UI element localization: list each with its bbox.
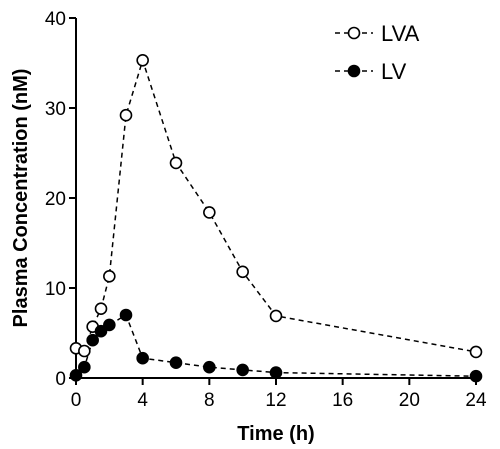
- data-point: [136, 351, 149, 365]
- data-point: [169, 356, 183, 370]
- data-point: [236, 363, 249, 377]
- legend-marker: [347, 26, 361, 40]
- x-tick-label: 24: [465, 390, 487, 411]
- legend-label: LVA: [381, 21, 420, 46]
- data-point: [469, 345, 483, 359]
- data-point: [119, 108, 133, 122]
- data-point: [469, 369, 483, 383]
- x-axis-title: Time (h): [237, 423, 314, 445]
- data-point: [203, 360, 216, 374]
- y-tick-label: 40: [45, 9, 66, 30]
- y-tick-label: 10: [45, 279, 66, 300]
- data-point: [236, 265, 249, 279]
- data-point: [103, 318, 116, 332]
- data-point: [86, 333, 99, 347]
- legend-label: LV: [381, 59, 407, 84]
- data-point: [69, 368, 83, 382]
- y-axis-title: Plasma Concentration (nM): [10, 69, 32, 328]
- y-tick-label: 30: [45, 99, 66, 120]
- data-point: [169, 156, 183, 170]
- data-point: [119, 308, 133, 322]
- data-point: [94, 324, 108, 338]
- data-point: [136, 53, 149, 67]
- x-tick-label: 0: [71, 390, 82, 411]
- y-tick-label: 20: [45, 189, 66, 210]
- x-tick-label: 16: [332, 390, 353, 411]
- x-tick-label: 12: [265, 390, 286, 411]
- x-tick-label: 8: [204, 390, 215, 411]
- legend-marker: [347, 64, 361, 78]
- data-point: [78, 344, 91, 358]
- data-point: [78, 360, 91, 374]
- data-point: [269, 309, 283, 323]
- series-line: [75, 57, 477, 353]
- y-tick-label: 0: [55, 369, 66, 390]
- data-point: [94, 302, 108, 316]
- x-tick-label: 4: [137, 390, 148, 411]
- data-point: [269, 366, 283, 379]
- data-point: [203, 206, 216, 219]
- x-tick-label: 20: [399, 390, 420, 411]
- data-point: [103, 269, 116, 283]
